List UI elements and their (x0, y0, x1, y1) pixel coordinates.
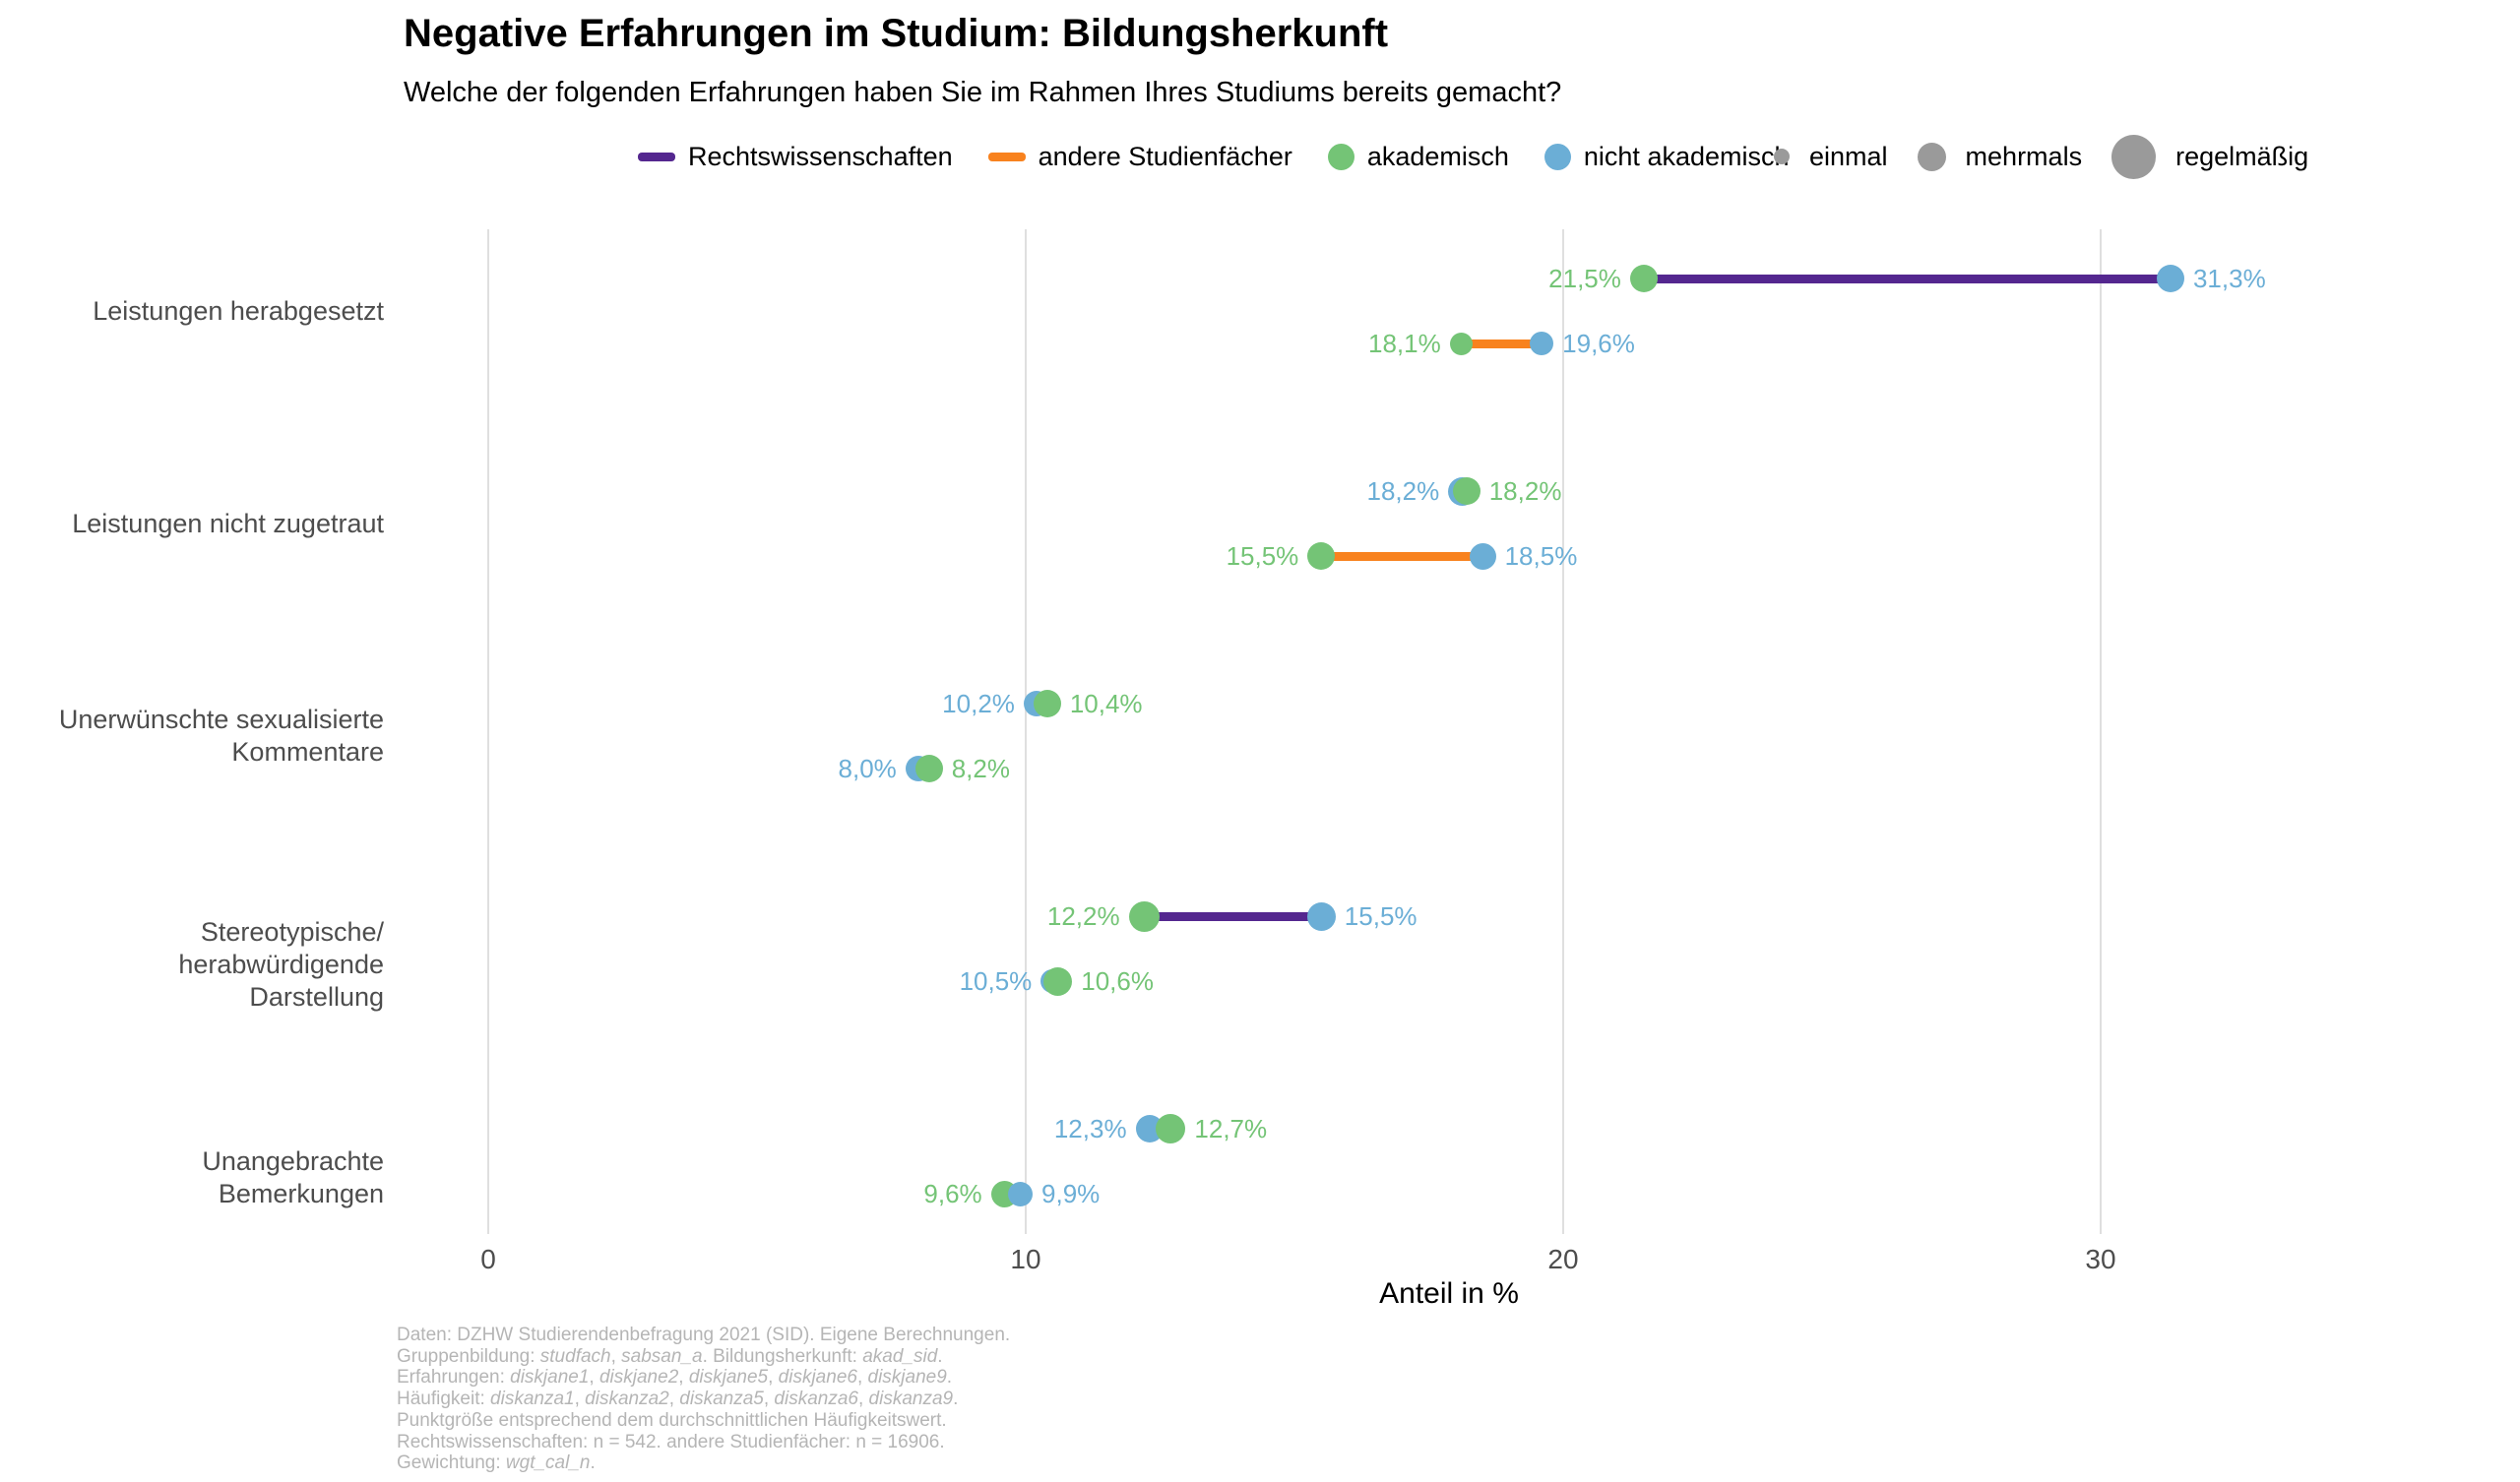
chart-subtitle: Welche der folgenden Erfahrungen haben S… (404, 77, 1562, 108)
legend-label: regelmäßig (2175, 141, 2309, 171)
caption-line: Gewichtung: wgt_cal_n. (397, 1452, 596, 1474)
value-label: 8,0% (838, 754, 897, 783)
caption-line: Punktgröße entsprechend dem durchschnitt… (397, 1409, 947, 1431)
caption-line: Gruppenbildung: studfach, sabsan_a. Bild… (397, 1345, 943, 1367)
dot-swatch-icon (1544, 143, 1571, 170)
dot-nicht-akademisch (1530, 332, 1554, 355)
value-label: 12,2% (1046, 901, 1120, 931)
value-label: 9,9% (1041, 1179, 1101, 1208)
value-label: 18,5% (1504, 541, 1578, 571)
line-swatch-icon (638, 152, 675, 161)
category-label: Leistungen herabgesetzt (93, 295, 384, 326)
legend-item-nicht-akademisch: nicht akademisch (1544, 142, 1790, 172)
x-axis-title: Anteil in % (1379, 1277, 1519, 1310)
legend-label: Rechtswissenschaften (688, 141, 953, 171)
value-label: 15,5% (1344, 901, 1418, 931)
gridline (2100, 229, 2102, 1234)
legend-item-regelmaessig: regelmäßig (2111, 134, 2309, 179)
gridline (1562, 229, 1564, 1234)
value-label: 8,2% (951, 754, 1010, 783)
caption-line: Daten: DZHW Studierendenbefragung 2021 (… (397, 1325, 1011, 1345)
dot-nicht-akademisch (1469, 542, 1496, 570)
dot-nicht-akademisch (2156, 265, 2184, 292)
x-tick-label: 30 (2085, 1244, 2116, 1274)
dot-swatch-icon (1327, 143, 1354, 170)
value-label: 15,5% (1226, 541, 1299, 571)
dot-akademisch (1043, 966, 1073, 996)
connector-andere-studienfaecher (1461, 339, 1543, 348)
category-label: Unangebrachte Bemerkungen (202, 1145, 384, 1208)
dot-akademisch (1629, 265, 1658, 292)
legend-item-mehrmals: mehrmals (1917, 141, 2083, 172)
dot-akademisch (1449, 332, 1473, 355)
connector-andere-studienfaecher (1321, 551, 1483, 561)
caption-line: Erfahrungen: diskjane1, diskjane2, diskj… (397, 1367, 953, 1389)
value-label: 10,4% (1069, 689, 1143, 718)
value-label: 18,1% (1368, 329, 1441, 358)
legend-sizes: einmal mehrmals regelmäßig (1774, 134, 2338, 179)
value-label: 19,6% (1562, 329, 1635, 358)
value-label: 9,6% (923, 1179, 982, 1208)
value-label: 12,7% (1194, 1114, 1268, 1143)
value-label: 18,2% (1366, 476, 1440, 506)
dot-nicht-akademisch (1008, 1181, 1034, 1206)
legend-label: akademisch (1366, 141, 1509, 171)
legend-item-rechtswissenschaften: Rechtswissenschaften (638, 142, 953, 172)
category-label: Unerwünschte sexualisierte Kommentare (58, 705, 384, 767)
x-tick-label: 20 (1547, 1244, 1579, 1274)
dot-akademisch (1033, 690, 1061, 717)
dot-akademisch (1156, 1114, 1186, 1143)
caption-line: Rechtswissenschaften: n = 542. andere St… (397, 1431, 945, 1452)
legend-item-akademisch: akademisch (1327, 141, 1509, 172)
legend-label: einmal (1809, 141, 1888, 171)
legend-item-einmal: einmal (1774, 142, 1888, 172)
size-dot-small-icon (1774, 149, 1790, 164)
value-label: 10,6% (1081, 966, 1154, 996)
value-label: 21,5% (1548, 264, 1621, 293)
category-label: Leistungen nicht zugetraut (72, 508, 384, 538)
size-dot-medium-icon (1917, 142, 1946, 171)
dot-nicht-akademisch (1306, 901, 1336, 931)
value-label: 12,3% (1053, 1114, 1127, 1143)
legend-label: nicht akademisch (1583, 141, 1790, 171)
caption-line: Häufigkeit: diskanza1, diskanza2, diskan… (397, 1389, 959, 1410)
gridline (1025, 229, 1027, 1234)
value-label: 10,5% (959, 966, 1033, 996)
size-dot-large-icon (2111, 134, 2157, 179)
chart-title: Negative Erfahrungen im Studium: Bildung… (404, 12, 1389, 55)
line-swatch-icon (987, 152, 1026, 161)
dot-akademisch (1452, 477, 1480, 505)
connector-rechtswissenschaften (1144, 911, 1322, 921)
legend-item-andere-studienfaecher: andere Studienfächer (987, 141, 1292, 172)
x-tick-label: 10 (1010, 1244, 1041, 1274)
value-label: 31,3% (2192, 264, 2266, 293)
gridline (487, 229, 489, 1234)
value-label: 10,2% (942, 689, 1015, 718)
value-label: 18,2% (1488, 476, 1562, 506)
connector-rechtswissenschaften (1643, 274, 2171, 283)
dot-akademisch (1128, 900, 1160, 932)
legend-series: Rechtswissenschaften andere Studienfäche… (638, 138, 1825, 175)
legend-label: andere Studienfächer (1038, 141, 1292, 171)
dot-akademisch (914, 755, 943, 782)
dot-akademisch (1307, 542, 1336, 570)
category-label: Stereotypische/herabwürdigende Darstellu… (178, 917, 384, 1012)
legend-label: mehrmals (1965, 141, 2083, 171)
x-tick-label: 0 (480, 1244, 496, 1274)
caption: Daten: DZHW Studierendenbefragung 2021 (… (397, 1325, 1010, 1474)
